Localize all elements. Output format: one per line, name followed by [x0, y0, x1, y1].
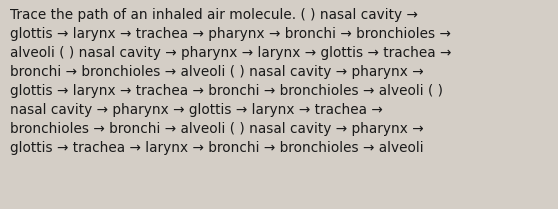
Text: Trace the path of an inhaled air molecule. ( ) nasal cavity →
glottis → larynx →: Trace the path of an inhaled air molecul…	[10, 8, 451, 155]
